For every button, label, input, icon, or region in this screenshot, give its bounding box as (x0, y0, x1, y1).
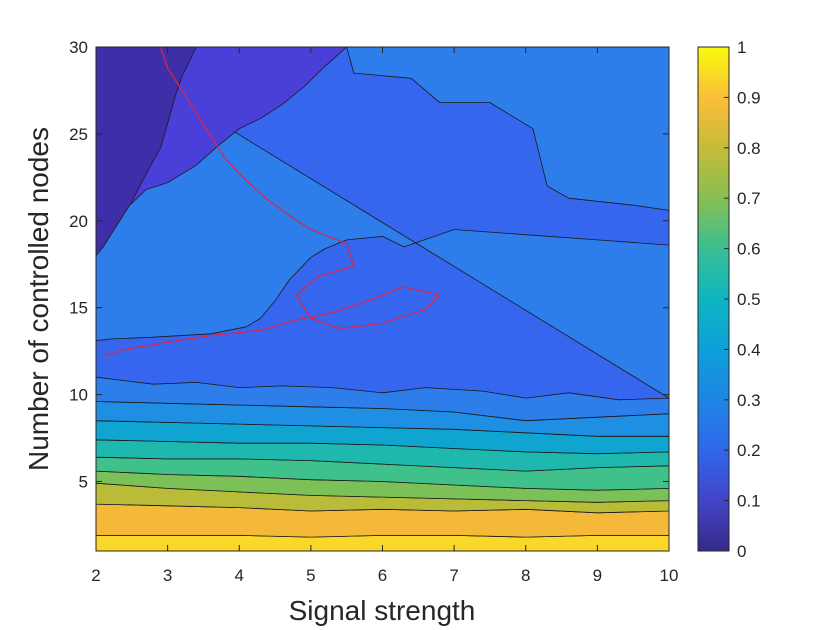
x-axis-title: Signal strength (289, 595, 476, 626)
y-tick-label: 30 (69, 38, 88, 57)
y-tick-label: 25 (69, 125, 88, 144)
y-axis-title: Number of controlled nodes (23, 127, 54, 471)
colorbar-tick-label: 0.4 (737, 340, 761, 359)
y-tick-label: 20 (69, 212, 88, 231)
x-tick-label: 7 (449, 566, 458, 585)
x-tick-label: 8 (521, 566, 530, 585)
contour-bands (96, 47, 669, 551)
x-tick-label: 10 (660, 566, 679, 585)
colorbar-tick-label: 1 (737, 38, 746, 57)
colorbar-gradient (697, 46, 730, 552)
y-axis-ticks: 5 10 15 20 25 30 (69, 38, 669, 491)
colorbar-tick-label: 0.7 (737, 189, 761, 208)
colorbar-tick-label: 0.5 (737, 290, 761, 309)
y-tick-label: 10 (69, 386, 88, 405)
x-tick-label: 6 (378, 566, 387, 585)
highlight-contour-line (103, 47, 441, 357)
contour-band-11 (96, 47, 197, 257)
colorbar-tick-label: 0.8 (737, 139, 761, 158)
x-tick-label: 9 (593, 566, 602, 585)
y-tick-label: 5 (79, 472, 88, 491)
highlight-contour (103, 47, 441, 357)
colorbar-tick-label: 0.3 (737, 391, 761, 410)
y-tick-label: 15 (69, 299, 88, 318)
colorbar-tick-label: 0.6 (737, 240, 761, 259)
colorbar-tick-label: 0 (737, 542, 746, 561)
colorbar-tick-label: 0.2 (737, 441, 761, 460)
contour-band-9 (96, 47, 669, 401)
colorbar-tick-label: 0.9 (737, 88, 761, 107)
x-tick-label: 3 (163, 566, 172, 585)
x-axis-ticks: 2 3 4 5 6 7 8 9 10 (91, 47, 678, 585)
x-tick-label: 4 (235, 566, 244, 585)
colorbar-tick-label: 0.1 (737, 492, 761, 511)
x-tick-label: 2 (91, 566, 100, 585)
x-tick-label: 5 (306, 566, 315, 585)
colorbar-ticks: 0 0.1 0.2 0.3 0.4 0.5 0.6 0.7 0.8 0.9 1 (724, 38, 761, 561)
plot-area (95, 46, 670, 552)
colorbar: 0 0.1 0.2 0.3 0.4 0.5 0.6 0.7 0.8 0.9 1 (697, 38, 761, 561)
